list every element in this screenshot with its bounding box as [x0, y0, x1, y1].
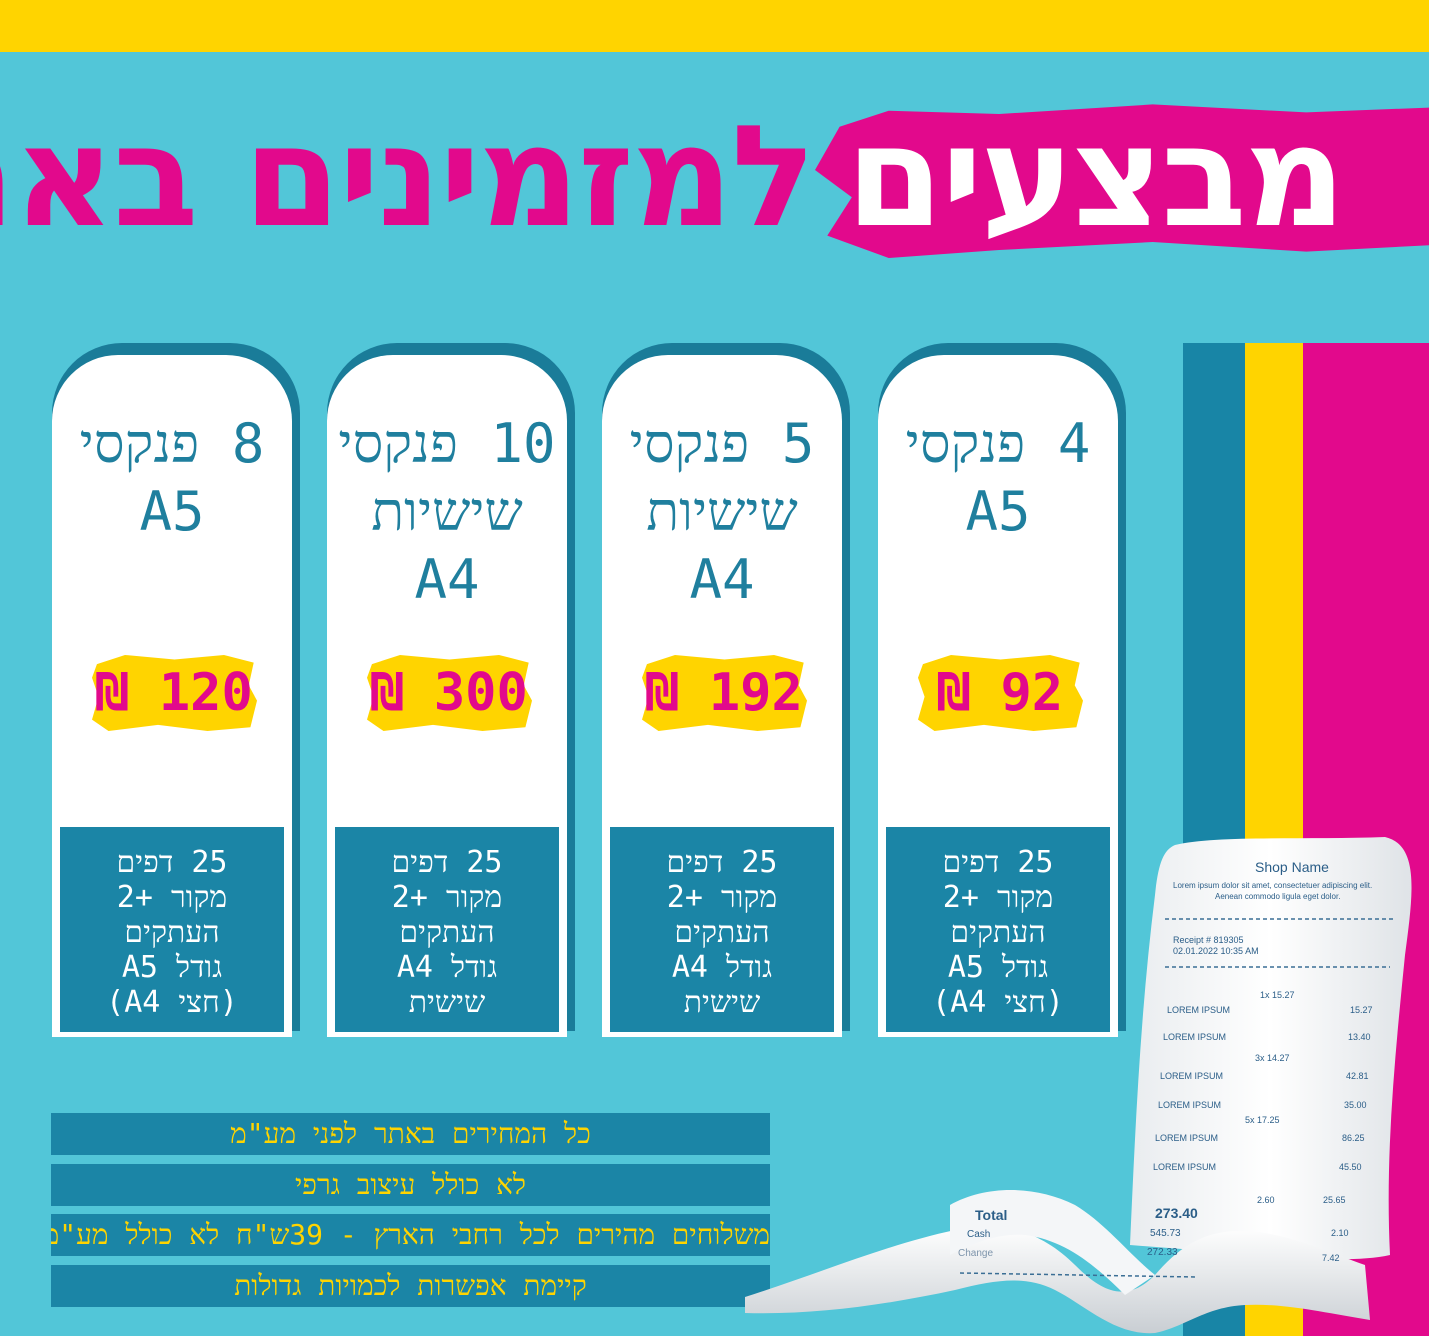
receipt-qty: 3x 14.27 — [1255, 1053, 1290, 1063]
card-title: 10 פנקסי שישיות A4 — [338, 412, 556, 611]
receipt-datetime: 02.01.2022 10:35 AM — [1173, 946, 1259, 956]
receipt-change-label: Change — [958, 1248, 994, 1259]
receipt-item-amount: 15.27 — [1350, 1005, 1373, 1015]
receipt-item-label: LOREM IPSUM — [1155, 1133, 1219, 1143]
info-bar-prices: כל המחירים באתר לפני מע"מ — [51, 1113, 770, 1155]
top-yellow-bar — [0, 0, 1429, 52]
receipt-item-label: LOREM IPSUM — [1167, 1005, 1231, 1015]
title-rest: למזמינים באתר — [0, 96, 816, 259]
receipt-qty: 5x 17.25 — [1245, 1115, 1280, 1125]
receipt-number: Receipt # 819305 — [1173, 935, 1244, 945]
receipt-qty: 2.60 — [1257, 1195, 1275, 1205]
receipt-paper — [745, 837, 1412, 1334]
product-card[interactable]: 8 פנקסי A5 120 ₪ 25 דפים מקור +2 העתקים … — [52, 355, 292, 1037]
receipt-item-amount: 86.25 — [1342, 1133, 1365, 1143]
price-label: 300 ₪ — [371, 663, 528, 723]
price-brush — [918, 655, 1083, 731]
card-details: 25 דפים מקור +2 העתקים גודל A5 (חצי A4) — [886, 827, 1110, 1032]
card-title: 5 פנקסי שישיות A4 — [629, 412, 815, 611]
price-brush — [367, 655, 532, 731]
product-card[interactable]: 5 פנקסי שישיות A4 192 ₪ 25 דפים מקור +2 … — [602, 355, 842, 1037]
receipt-cash-value: 545.73 — [1150, 1228, 1181, 1239]
receipt-desc-line-1: Lorem ipsum dolor sit amet, consectetuer… — [1173, 881, 1373, 890]
price-label: 192 ₪ — [646, 663, 803, 723]
receipt-item-label: LOREM IPSUM — [1158, 1100, 1222, 1110]
price-label: 92 ₪ — [937, 663, 1064, 723]
receipt-qty: 1x 15.27 — [1260, 990, 1295, 1000]
card-details: 25 דפים מקור +2 העתקים גודל A4 שישית — [610, 827, 834, 1032]
receipt-item-label: LOREM IPSUM — [1153, 1162, 1217, 1172]
receipt-item-amount: 7.42 — [1322, 1253, 1340, 1263]
receipt-item-amount: 2.10 — [1331, 1228, 1349, 1238]
receipt-illustration: Shop Name Lorem ipsum dolor sit amet, co… — [745, 835, 1429, 1336]
receipt-item-label: LOREM IPSUM — [1160, 1071, 1224, 1081]
receipt-desc-line-2: Aenean commodo ligula eget dolor. — [1215, 892, 1341, 901]
price-brush — [92, 655, 257, 731]
card-title: 4 פנקסי A5 — [905, 412, 1091, 543]
receipt-item-amount: 42.81 — [1346, 1071, 1369, 1081]
info-bar-bulk: קיימת אפשרות לכמויות גדולות — [51, 1265, 770, 1307]
receipt-item-label: LOREM IPSUM — [1163, 1032, 1227, 1042]
card-title: 8 פנקסי A5 — [79, 412, 265, 543]
card-details: 25 דפים מקור +2 העתקים גודל A4 שישית — [335, 827, 559, 1032]
price-brush — [642, 655, 807, 731]
title-brush-stroke — [815, 104, 1429, 258]
product-card[interactable]: 4 פנקסי A5 92 ₪ 25 דפים מקור +2 העתקים ג… — [878, 355, 1118, 1037]
receipt-cash-label: Cash — [967, 1229, 991, 1240]
receipt-total-value: 273.40 — [1155, 1205, 1198, 1221]
receipt-item-amount: 25.65 — [1323, 1195, 1346, 1205]
receipt-change-value: 272.33 — [1147, 1247, 1178, 1258]
info-bar-design: לא כולל עיצוב גרפי — [51, 1164, 770, 1206]
receipt-item-amount: 35.00 — [1344, 1100, 1367, 1110]
receipt-shop-name: Shop Name — [1255, 859, 1329, 875]
product-card[interactable]: 10 פנקסי שישיות A4 300 ₪ 25 דפים מקור +2… — [327, 355, 567, 1037]
info-bar-shipping: משלוחים מהירים לכל רחבי הארץ - 39ש"ח לא … — [51, 1214, 770, 1256]
card-details: 25 דפים מקור +2 העתקים גודל A5 (חצי A4) — [60, 827, 284, 1032]
receipt-item-amount: 13.40 — [1348, 1032, 1371, 1042]
title-highlight-word: מבצעים — [845, 96, 1346, 259]
receipt-item-amount: 45.50 — [1339, 1162, 1362, 1172]
receipt-total-label: Total — [975, 1207, 1008, 1223]
price-label: 120 ₪ — [96, 663, 253, 723]
